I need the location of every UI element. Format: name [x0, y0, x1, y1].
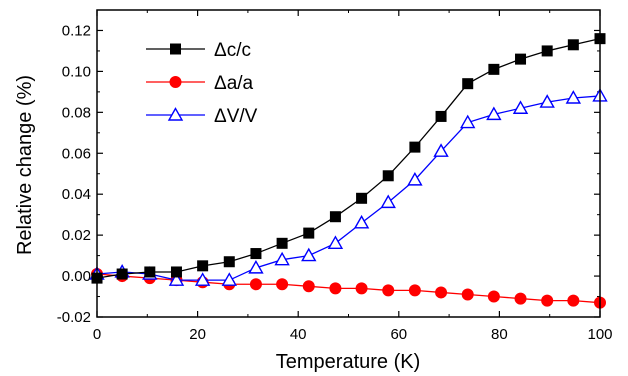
- series-1-point-10: [355, 282, 368, 295]
- series-2-point-6: [248, 259, 264, 274]
- series-0-point-12: [409, 141, 421, 153]
- series-0-point-17: [541, 45, 553, 57]
- x-tick-label-4: 80: [491, 326, 508, 343]
- legend: Δc/c Δa/a ΔV/V: [146, 40, 258, 127]
- x-axis-title: Temperature (K): [276, 351, 421, 373]
- series-line-2: [96, 95, 601, 281]
- x-tick-label-1: 20: [189, 326, 206, 343]
- series-0-point-18: [567, 39, 579, 51]
- series-1-point-18: [567, 294, 580, 307]
- legend-marker-1: [169, 76, 182, 88]
- y-tick-label-3: 0.04: [62, 186, 91, 203]
- series-1-point-17: [541, 294, 554, 307]
- series-0-point-4: [197, 260, 209, 272]
- series-2-point-9: [327, 235, 344, 250]
- series-0-point-13: [435, 110, 447, 122]
- series-2-point-12: [407, 171, 423, 186]
- series-1-point-9: [329, 282, 342, 295]
- series-0-point-11: [382, 170, 394, 182]
- y-tick-label-0: -0.02: [57, 309, 91, 326]
- series-2-point-4: [194, 272, 211, 286]
- series-0-point-6: [250, 248, 262, 260]
- series-0-point-10: [356, 192, 368, 204]
- series-0-point-2: [144, 266, 156, 278]
- series-0-point-15: [488, 63, 500, 75]
- legend-label-2: ΔV/V: [214, 106, 258, 127]
- legend-label-1: Δa/a: [214, 73, 254, 94]
- x-tick-label-2: 40: [290, 326, 307, 343]
- series-0: [91, 33, 606, 284]
- series-line-0: [96, 38, 601, 279]
- series-1-point-11: [382, 284, 395, 297]
- series-2-point-5: [221, 272, 237, 286]
- series-2-point-17: [539, 94, 555, 108]
- series-0-point-3: [170, 266, 182, 278]
- series-2: [89, 88, 608, 286]
- series-0-point-7: [276, 237, 288, 249]
- series-0-point-8: [303, 227, 315, 239]
- series-1-point-15: [487, 290, 500, 303]
- series-layer: [89, 33, 608, 309]
- x-tick-label-3: 60: [390, 326, 407, 343]
- series-2-point-3: [168, 272, 185, 286]
- series-0-point-1: [116, 268, 128, 280]
- series-1-point-12: [408, 284, 421, 297]
- series-1-point-6: [249, 278, 262, 291]
- legend-marker-2: [167, 107, 184, 121]
- y-tick-label-4: 0.06: [62, 145, 91, 162]
- legend-label-0: Δc/c: [214, 40, 251, 61]
- y-tick-label-6: 0.10: [62, 63, 91, 80]
- series-2-point-13: [433, 143, 449, 157]
- tick-labels: 0 20 40 60 80 100 -0.02 0.00 0.02 0.04 0.06 0.08 0.1…: [57, 22, 613, 343]
- legend-marker-0: [170, 43, 181, 55]
- series-1-point-14: [461, 288, 474, 301]
- series-1: [91, 268, 606, 309]
- series-2-point-14: [460, 114, 476, 129]
- y-tick-label-1: 0.00: [62, 268, 91, 285]
- series-2-point-18: [565, 90, 582, 104]
- y-axis-title: Relative change (%): [14, 75, 36, 255]
- y-tick-label-5: 0.08: [62, 104, 91, 121]
- y-tick-label-7: 0.12: [62, 22, 91, 39]
- series-1-point-16: [514, 292, 527, 305]
- x-tick-label-5: 100: [587, 326, 612, 343]
- series-2-point-7: [274, 251, 290, 266]
- x-tick-label-0: 0: [93, 326, 101, 343]
- series-1-point-8: [302, 280, 315, 293]
- series-1-point-7: [276, 278, 289, 291]
- series-2-point-15: [486, 106, 502, 121]
- series-2-point-8: [301, 247, 317, 262]
- plot-frame: [96, 9, 601, 318]
- series-2-point-11: [380, 194, 396, 209]
- y-tick-label-2: 0.02: [62, 227, 91, 244]
- series-1-point-13: [435, 286, 448, 299]
- series-0-point-5: [223, 256, 235, 268]
- series-0-point-9: [329, 211, 341, 223]
- series-0-point-16: [515, 53, 527, 65]
- series-2-point-16: [512, 100, 529, 114]
- series-0-point-14: [462, 78, 474, 90]
- series-2-point-10: [353, 214, 370, 229]
